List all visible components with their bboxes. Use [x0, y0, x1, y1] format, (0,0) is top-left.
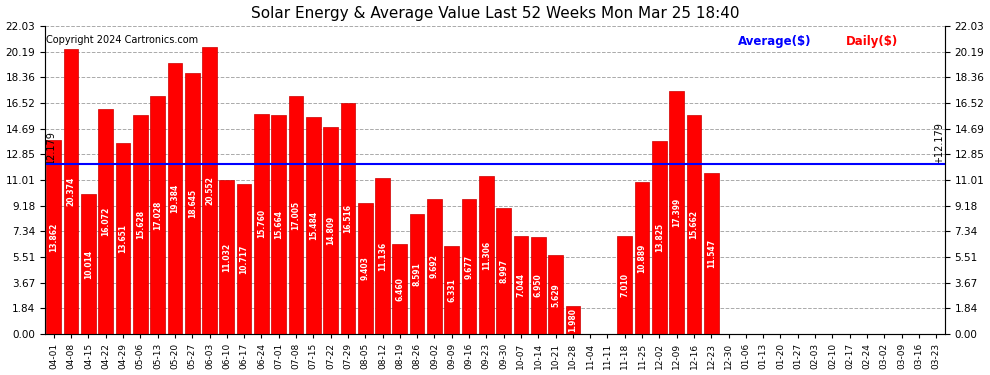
- Bar: [341, 103, 355, 334]
- Text: 11.032: 11.032: [223, 242, 232, 272]
- Text: 9.403: 9.403: [360, 256, 369, 280]
- Text: 10.717: 10.717: [240, 244, 248, 274]
- Bar: [565, 306, 580, 334]
- Text: 10.014: 10.014: [84, 249, 93, 279]
- Bar: [618, 236, 633, 334]
- Text: 7.044: 7.044: [517, 273, 526, 297]
- Bar: [150, 96, 165, 334]
- Title: Solar Energy & Average Value Last 52 Weeks Mon Mar 25 18:40: Solar Energy & Average Value Last 52 Wee…: [250, 6, 740, 21]
- Bar: [237, 184, 251, 334]
- Bar: [445, 246, 459, 334]
- Bar: [271, 115, 286, 334]
- Text: 17.005: 17.005: [291, 201, 301, 230]
- Text: 1.980: 1.980: [568, 308, 577, 332]
- Bar: [81, 194, 96, 334]
- Bar: [220, 180, 235, 334]
- Text: 20.374: 20.374: [66, 177, 75, 206]
- Text: 6.460: 6.460: [395, 277, 404, 301]
- Bar: [410, 214, 425, 334]
- Text: 9.692: 9.692: [430, 254, 439, 278]
- Text: 11.136: 11.136: [378, 242, 387, 271]
- Bar: [167, 63, 182, 334]
- Text: 11.306: 11.306: [482, 240, 491, 270]
- Bar: [427, 198, 442, 334]
- Bar: [289, 96, 303, 334]
- Text: 8.997: 8.997: [499, 259, 508, 283]
- Bar: [635, 182, 649, 334]
- Bar: [548, 255, 563, 334]
- Text: 16.072: 16.072: [101, 207, 110, 236]
- Bar: [669, 91, 684, 334]
- Text: 19.384: 19.384: [170, 184, 179, 213]
- Bar: [652, 141, 666, 334]
- Bar: [324, 127, 338, 334]
- Bar: [687, 115, 701, 334]
- Text: Daily($): Daily($): [845, 35, 898, 48]
- Text: 15.628: 15.628: [136, 210, 145, 239]
- Bar: [531, 237, 545, 334]
- Text: 8.591: 8.591: [413, 262, 422, 286]
- Text: 7.010: 7.010: [621, 273, 630, 297]
- Bar: [306, 117, 321, 334]
- Text: 15.662: 15.662: [689, 210, 699, 239]
- Bar: [514, 236, 529, 334]
- Text: 6.331: 6.331: [447, 278, 456, 302]
- Text: 12.179: 12.179: [46, 130, 56, 164]
- Text: 11.547: 11.547: [707, 239, 716, 268]
- Text: +12.179: +12.179: [934, 122, 944, 164]
- Text: 15.760: 15.760: [257, 209, 266, 238]
- Text: 9.677: 9.677: [464, 254, 473, 279]
- Text: 17.399: 17.399: [672, 198, 681, 227]
- Text: 15.484: 15.484: [309, 211, 318, 240]
- Text: 18.645: 18.645: [188, 189, 197, 218]
- Bar: [392, 244, 407, 334]
- Bar: [375, 178, 390, 334]
- Text: 5.629: 5.629: [551, 283, 560, 307]
- Text: 20.552: 20.552: [205, 176, 214, 205]
- Bar: [704, 172, 719, 334]
- Text: 17.028: 17.028: [153, 200, 162, 230]
- Bar: [254, 114, 268, 334]
- Bar: [202, 46, 217, 334]
- Text: 15.664: 15.664: [274, 210, 283, 239]
- Text: Average($): Average($): [738, 35, 812, 48]
- Text: 16.516: 16.516: [344, 204, 352, 233]
- Text: 13.825: 13.825: [654, 223, 664, 252]
- Bar: [133, 116, 148, 334]
- Bar: [116, 143, 131, 334]
- Text: 13.651: 13.651: [119, 224, 128, 253]
- Text: Copyright 2024 Cartronics.com: Copyright 2024 Cartronics.com: [47, 35, 198, 45]
- Bar: [461, 199, 476, 334]
- Bar: [357, 202, 372, 334]
- Text: 6.950: 6.950: [534, 274, 543, 297]
- Bar: [185, 73, 200, 334]
- Bar: [63, 49, 78, 334]
- Text: 14.809: 14.809: [326, 216, 336, 245]
- Bar: [98, 109, 113, 334]
- Text: 13.862: 13.862: [50, 222, 58, 252]
- Bar: [47, 140, 61, 334]
- Bar: [496, 208, 511, 334]
- Text: 10.889: 10.889: [638, 243, 646, 273]
- Bar: [479, 176, 494, 334]
